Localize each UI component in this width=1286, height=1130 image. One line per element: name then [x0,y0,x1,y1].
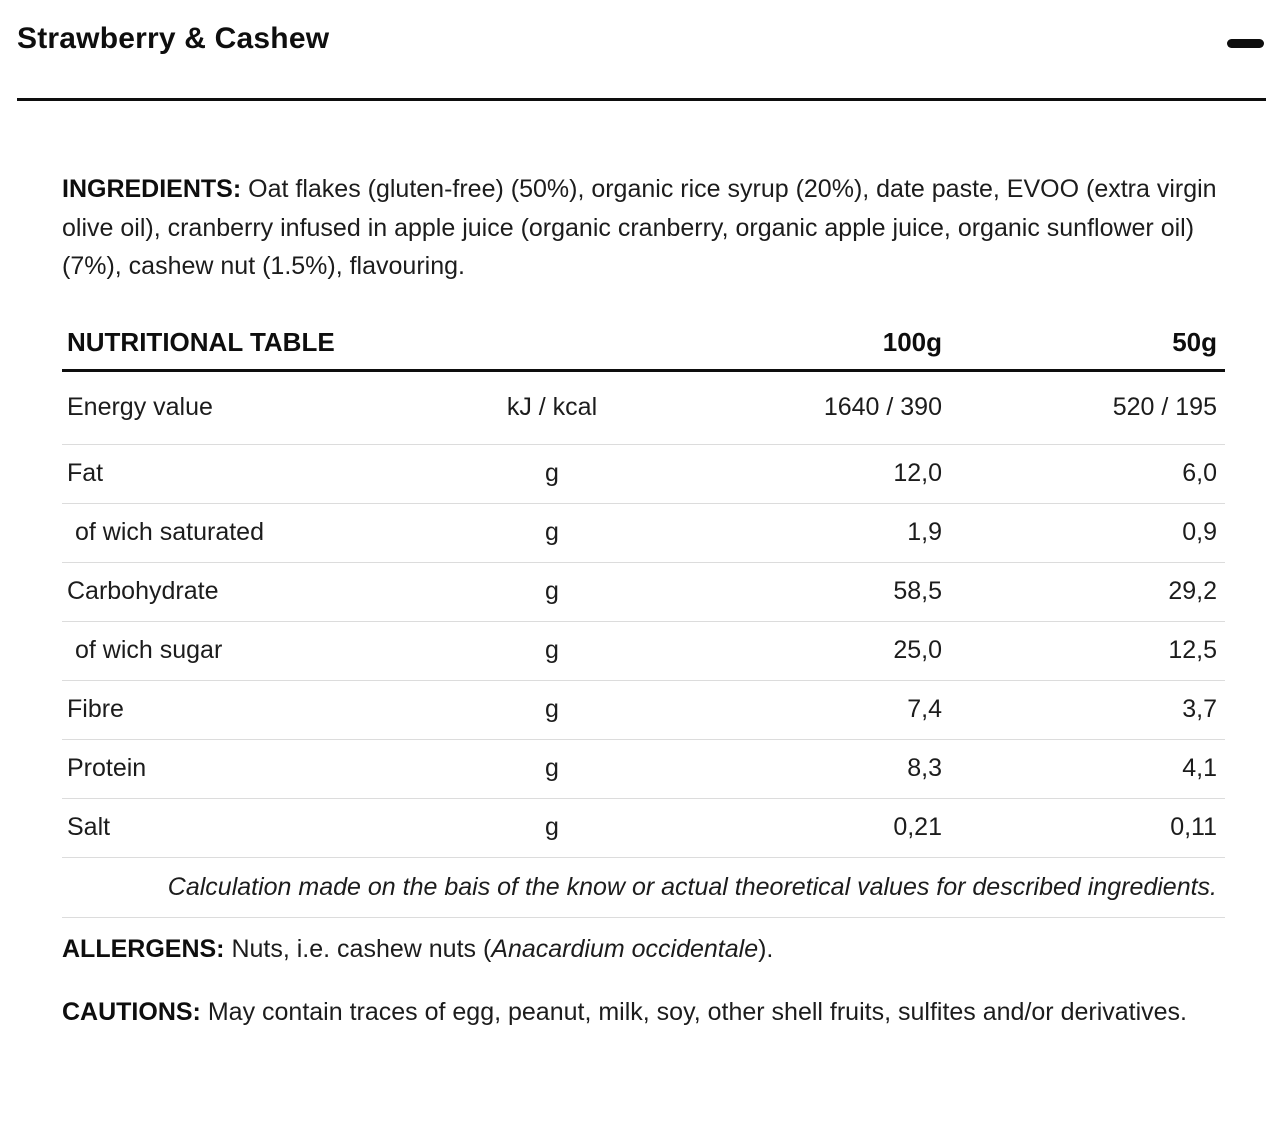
allergens-label: ALLERGENS: [62,935,225,963]
ingredients-paragraph: INGREDIENTS: Oat flakes (gluten-free) (5… [62,170,1225,286]
nutritional-table: NUTRITIONAL TABLE 100g 50g Energy value … [62,316,1225,918]
row-value-50g: 520 / 195 [1112,393,1217,421]
table-row-carbohydrate: Carbohydrate g 58,5 29,2 [62,563,1225,622]
row-label: Energy value [67,393,213,421]
table-footnote-row: Calculation made on the bais of the know… [62,858,1225,918]
row-value-100g: 1640 / 390 [823,393,942,421]
row-unit: g [545,577,559,605]
table-row-sugar: of wich sugar g 25,0 12,5 [62,622,1225,681]
row-value-100g: 8,3 [907,754,942,782]
collapse-minus-icon[interactable] [1227,38,1264,48]
row-value-50g: 12,5 [1168,636,1217,664]
row-unit: g [545,695,559,723]
table-title: NUTRITIONAL TABLE [67,326,335,357]
nutritional-table-header: NUTRITIONAL TABLE 100g 50g [62,316,1225,372]
accordion-panel: INGREDIENTS: Oat flakes (gluten-free) (5… [0,170,1286,1056]
row-value-50g: 3,7 [1182,695,1217,723]
table-row-protein: Protein g 8,3 4,1 [62,740,1225,799]
allergens-paragraph: ALLERGENS: Nuts, i.e. cashew nuts (Anaca… [62,930,1225,969]
row-unit: g [545,813,559,841]
row-label: Protein [67,754,147,782]
allergens-species-name: Anacardium occidentale [491,935,759,963]
row-value-50g: 0,11 [1170,813,1217,841]
row-value-100g: 1,9 [907,518,942,546]
row-label: Carbohydrate [67,577,219,605]
row-unit: g [545,459,559,487]
row-unit: g [545,636,559,664]
row-value-50g: 6,0 [1182,459,1217,487]
row-value-50g: 0,9 [1182,518,1217,546]
row-label: Salt [67,813,111,841]
row-unit: kJ / kcal [506,393,598,421]
accordion-title: Strawberry & Cashew [17,22,330,55]
table-row-energy: Energy value kJ / kcal 1640 / 390 520 / … [62,372,1225,445]
column-header-100g: 100g [882,326,942,357]
row-unit: g [545,518,559,546]
row-value-50g: 29,2 [1168,577,1217,605]
nutritional-table-body: Energy value kJ / kcal 1640 / 390 520 / … [62,372,1225,858]
row-label: of wich saturated [75,518,264,546]
row-value-100g: 12,0 [893,459,942,487]
row-value-100g: 0,21 [893,813,942,841]
accordion-header[interactable]: Strawberry & Cashew [0,0,1286,56]
allergens-text-suffix: ). [758,935,774,963]
allergens-text: Nuts, i.e. cashew nuts (Anacardium occid… [231,935,773,963]
cautions-label: CAUTIONS: [62,997,201,1026]
row-value-100g: 25,0 [893,636,942,664]
row-label: of wich sugar [75,636,223,664]
row-label: Fat [67,459,104,487]
table-row-saturated: of wich saturated g 1,9 0,9 [62,504,1225,563]
row-label: Fibre [67,695,124,723]
ingredients-text: Oat flakes (gluten-free) (50%), organic … [62,175,1217,280]
allergens-text-prefix: Nuts, i.e. cashew nuts ( [231,935,492,963]
table-footnote: Calculation made on the bais of the know… [167,872,1217,901]
row-value-100g: 58,5 [893,577,942,605]
row-value-50g: 4,1 [1182,754,1217,782]
column-header-50g: 50g [1172,326,1217,357]
header-divider [17,98,1266,101]
table-row-fibre: Fibre g 7,4 3,7 [62,681,1225,740]
row-value-100g: 7,4 [907,695,942,723]
cautions-text: May contain traces of egg, peanut, milk,… [207,997,1188,1026]
table-row-salt: Salt g 0,21 0,11 [62,799,1225,858]
row-unit: g [545,754,559,782]
table-row-fat: Fat g 12,0 6,0 [62,445,1225,504]
ingredients-label: INGREDIENTS: [62,175,242,203]
cautions-paragraph: CAUTIONS: May contain traces of egg, pea… [62,993,1225,1032]
